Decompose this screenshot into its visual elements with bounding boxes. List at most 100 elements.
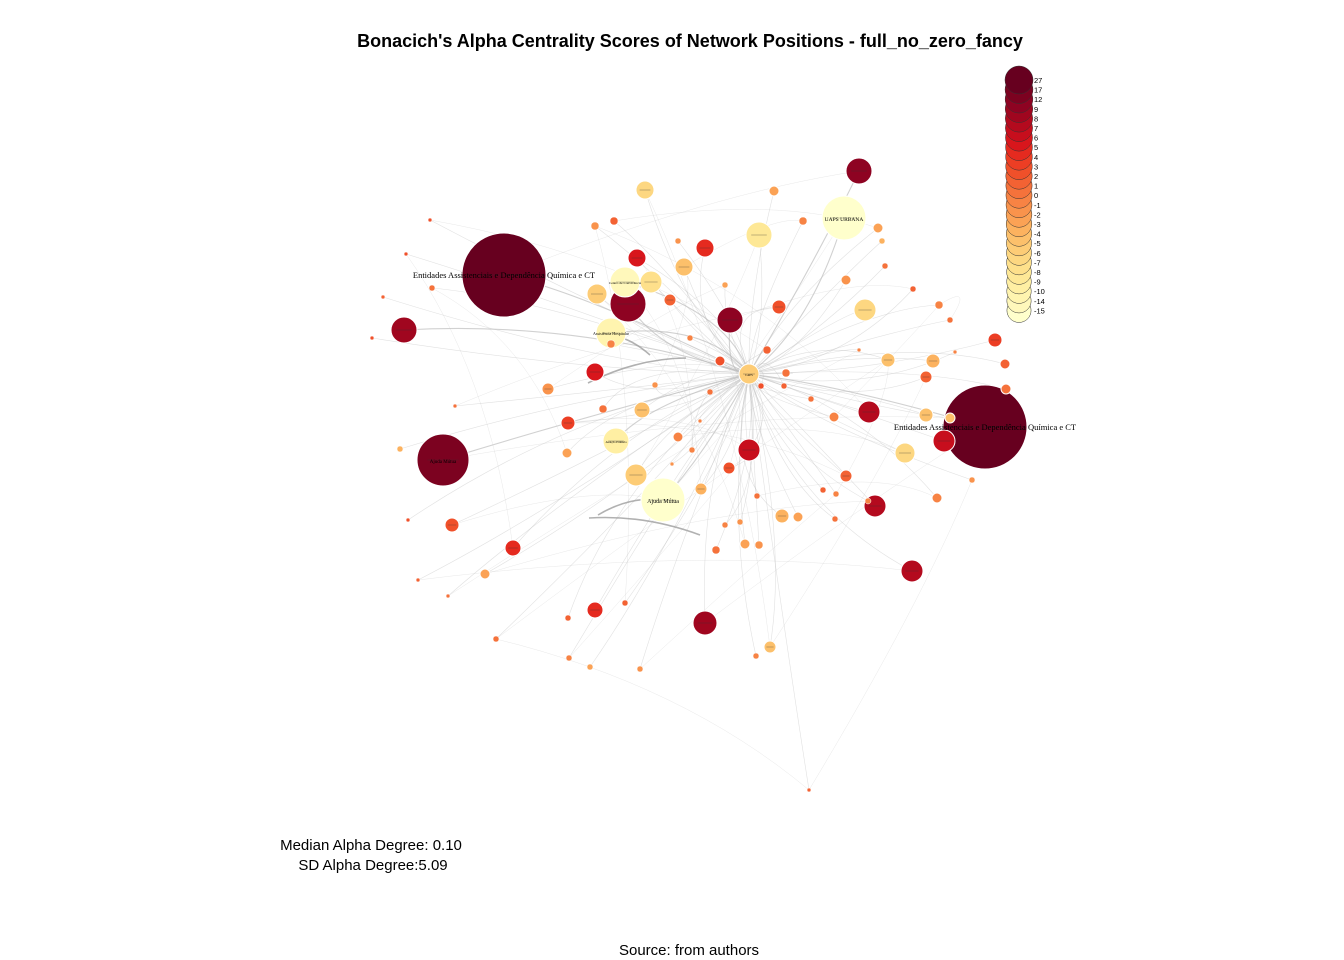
- network-node: [878, 237, 886, 245]
- network-edge: [589, 373, 750, 668]
- network-edge: [669, 299, 750, 375]
- legend-label: 1: [1034, 182, 1038, 191]
- network-node: [909, 285, 917, 293]
- network-edge: [662, 385, 762, 501]
- network-node: [598, 404, 608, 414]
- node-label: Atenção Primária: [605, 440, 627, 444]
- network-node: [396, 445, 404, 453]
- network-node: [621, 599, 629, 607]
- network-edge: [748, 373, 869, 502]
- network-edge: [442, 373, 750, 461]
- network-edge: [740, 306, 780, 375]
- network-node: [636, 665, 644, 673]
- network-node: [721, 281, 729, 289]
- network-edge: [748, 304, 940, 375]
- network-edge: [447, 373, 750, 597]
- network-edge: [671, 373, 750, 465]
- legend-label: -10: [1034, 287, 1045, 296]
- network-node: [706, 388, 714, 396]
- network-edge: [748, 170, 860, 375]
- network-node: [968, 476, 976, 484]
- legend: 2717129876543210-1-2-3-4-5-6-7-8-9-10-14…: [1004, 65, 1045, 323]
- network-node: [798, 216, 808, 226]
- network-node: [752, 652, 760, 660]
- network-edge: [756, 481, 938, 499]
- network-edge: [594, 225, 750, 375]
- network-edge: [724, 373, 754, 526]
- network-edge: [503, 170, 860, 276]
- network-node: [840, 274, 852, 286]
- network-node: [944, 412, 956, 424]
- network-node: [590, 221, 600, 231]
- network-node: [564, 614, 572, 622]
- network-node: [946, 316, 954, 324]
- legend-label: 9: [1034, 105, 1038, 114]
- network-node: [672, 431, 684, 443]
- network-node: [674, 237, 682, 245]
- network-edge: [613, 220, 750, 375]
- network-edge: [610, 343, 750, 375]
- network-node: [651, 381, 659, 389]
- network-edge: [748, 373, 810, 791]
- network-edge: [748, 373, 913, 572]
- network-edge: [431, 287, 750, 375]
- network-node: [807, 395, 815, 403]
- legend-label: 4: [1034, 153, 1038, 162]
- network-edge: [748, 234, 763, 375]
- network-node: [586, 663, 594, 671]
- network-node: [781, 368, 791, 378]
- legend-label: -4: [1034, 230, 1041, 239]
- network-edge: [567, 373, 750, 619]
- network-node: [806, 787, 812, 793]
- node-label: Entidades Assistenciais e Dependência Qu…: [413, 270, 596, 280]
- network-edge: [484, 500, 869, 575]
- network-node: [739, 538, 751, 550]
- node-layer: Entidades Assistenciais e Dependência Qu…: [369, 157, 1077, 793]
- network-edge: [748, 288, 914, 375]
- network-node: [688, 446, 696, 454]
- legend-label: 12: [1034, 95, 1042, 104]
- network-node: [832, 490, 840, 498]
- network-edge: [748, 339, 996, 375]
- network-edge: [547, 284, 726, 390]
- network-edge: [748, 352, 1006, 375]
- network-node: [831, 515, 839, 523]
- network-edge: [691, 373, 750, 451]
- network-edge: [729, 285, 914, 321]
- network-node: [856, 347, 862, 353]
- network-node: [881, 262, 889, 270]
- network-node: [819, 486, 827, 494]
- network-node: [606, 339, 616, 349]
- legend-label: 17: [1034, 86, 1042, 95]
- network-edge: [644, 189, 750, 375]
- network-edge: [403, 327, 750, 375]
- network-edge: [769, 376, 927, 648]
- network-edge: [431, 287, 568, 454]
- legend-label: -1: [1034, 201, 1041, 210]
- network-edge: [644, 189, 771, 648]
- network-node: [864, 497, 872, 505]
- network-node: [753, 492, 761, 500]
- network-edge: [738, 373, 757, 657]
- network-edge: [624, 373, 750, 604]
- network-node: [561, 447, 573, 459]
- network-node: [565, 654, 573, 662]
- legend-label: -3: [1034, 220, 1041, 229]
- network-edge: [495, 359, 889, 640]
- network-edge: [405, 253, 514, 549]
- network-edge: [740, 373, 783, 517]
- network-edge: [547, 364, 750, 390]
- network-edge: [938, 296, 961, 321]
- network-edge: [442, 416, 951, 461]
- network-node: [736, 518, 744, 526]
- network-edge: [748, 373, 945, 442]
- network-node: [762, 345, 772, 355]
- legend-label: -7: [1034, 258, 1041, 267]
- network-edge: [594, 371, 750, 390]
- network-edge: [639, 493, 837, 670]
- network-node: [428, 284, 436, 292]
- node-label: Ajuda Mútua: [647, 499, 679, 505]
- network-node: [754, 540, 764, 550]
- network-edge: [748, 371, 1007, 390]
